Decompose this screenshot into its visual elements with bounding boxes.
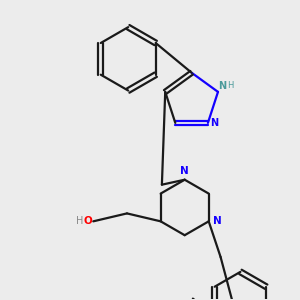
Text: N: N <box>218 81 226 91</box>
Text: N: N <box>210 118 218 128</box>
Text: N: N <box>180 166 189 176</box>
Text: H: H <box>227 81 233 90</box>
Text: O: O <box>84 216 93 226</box>
Text: N: N <box>213 216 222 226</box>
Text: H: H <box>76 216 83 226</box>
